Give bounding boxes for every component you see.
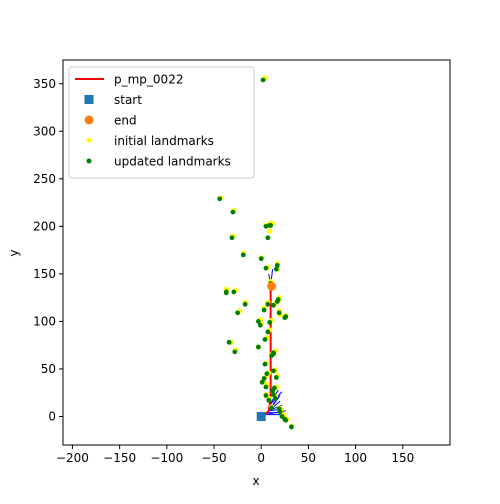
y-tick-label: 150: [33, 267, 56, 281]
updated-landmark-point: [255, 344, 261, 350]
axes-frame: [62, 59, 451, 446]
updated-landmark-point: [266, 397, 272, 403]
updated-landmark-point: [273, 375, 279, 380]
updated-landmark-point: [282, 416, 288, 422]
updated-landmark-point: [265, 235, 271, 241]
updated-landmark-point: [261, 376, 267, 381]
updated-landmark-point: [268, 223, 274, 228]
x-axis-label: x: [252, 474, 259, 488]
updated-landmark-point: [263, 265, 269, 271]
updated-landmark-point: [232, 349, 238, 355]
legend-dot-swatch: [86, 138, 92, 143]
updated-landmark-point: [276, 310, 282, 316]
legend-label: initial landmarks: [114, 134, 214, 148]
updated-landmark-point: [265, 301, 271, 307]
updated-landmark-point: [267, 319, 273, 325]
y-tick-label: 0: [48, 409, 56, 423]
updated-landmark-point: [217, 196, 223, 202]
updated-landmark-point: [229, 235, 235, 241]
y-tick-label: 100: [33, 314, 56, 328]
x-tick-label: −200: [56, 451, 89, 465]
updated-landmark-point: [255, 319, 261, 324]
updated-landmark-point: [264, 371, 270, 377]
updated-landmark-point: [271, 392, 276, 398]
y-tick-label: 200: [33, 219, 56, 233]
x-tick-label: 150: [391, 451, 414, 465]
updated-landmark-point: [263, 393, 269, 398]
updated-landmark-point: [240, 252, 246, 258]
updated-landmark-point: [274, 262, 280, 268]
updated-landmark-point: [262, 337, 268, 342]
updated-landmark-point: [231, 289, 237, 295]
updated-landmark-point: [226, 339, 232, 345]
updated-landmark-point: [274, 299, 280, 304]
updated-landmark-point: [265, 329, 271, 335]
legend-label: end: [114, 114, 137, 128]
updated-landmark-point: [270, 388, 275, 394]
legend-circle-swatch: [84, 115, 94, 125]
updated-landmark-point: [257, 322, 263, 328]
updated-landmark-point: [259, 379, 265, 385]
updated-landmark-point: [223, 289, 229, 295]
legend-square-swatch: [84, 95, 94, 104]
updated-landmark-point: [271, 302, 276, 308]
legend-dot-swatch: [86, 158, 92, 164]
y-tick-label: 50: [41, 362, 56, 376]
updated-landmark-point: [289, 424, 294, 430]
end-marker: [267, 281, 277, 291]
x-tick-label: −50: [201, 451, 226, 465]
x-tick-label: 0: [257, 451, 265, 465]
axes: −200 −150 −100 −50 0 50 100 150 0 50 100 150 200 250 3…: [33, 59, 451, 465]
updated-landmark-point: [235, 310, 241, 316]
updated-landmark-point: [271, 368, 276, 374]
legend-label: updated landmarks: [114, 155, 231, 169]
updated-landmark-point: [242, 301, 248, 307]
trajectory-line: [260, 286, 273, 418]
legend-box: [68, 66, 255, 179]
x-tick-label: 50: [301, 451, 316, 465]
initial-landmark-point: [267, 228, 273, 234]
updated-landmark-point: [271, 351, 276, 357]
y-tick-label: 300: [33, 124, 56, 138]
updated-landmark-point: [277, 409, 283, 415]
updated-landmark-point: [263, 384, 269, 390]
x-tick-label: 100: [344, 451, 367, 465]
legend-label: p_mp_0022: [114, 73, 183, 87]
y-axis-label: y: [7, 249, 21, 256]
updated-landmark-point: [260, 77, 266, 83]
plot-area: [217, 75, 295, 430]
updated-landmark-point: [263, 223, 269, 229]
updated-landmark-point: [269, 405, 275, 411]
start-marker: [256, 411, 266, 421]
updated-landmark-point: [258, 256, 264, 262]
updated-landmark-point: [261, 307, 267, 313]
updated-landmark-point: [230, 209, 236, 215]
updated-landmark-point: [272, 396, 278, 401]
y-tick-label: 350: [33, 77, 56, 91]
x-tick-label: −100: [150, 451, 183, 465]
y-tick-label: 250: [33, 172, 56, 186]
updated-landmark-point: [262, 361, 268, 367]
updated-landmark-point: [282, 315, 288, 321]
updated-landmark-point: [273, 266, 279, 272]
legend-label: start: [114, 93, 142, 107]
x-tick-label: −150: [103, 451, 136, 465]
